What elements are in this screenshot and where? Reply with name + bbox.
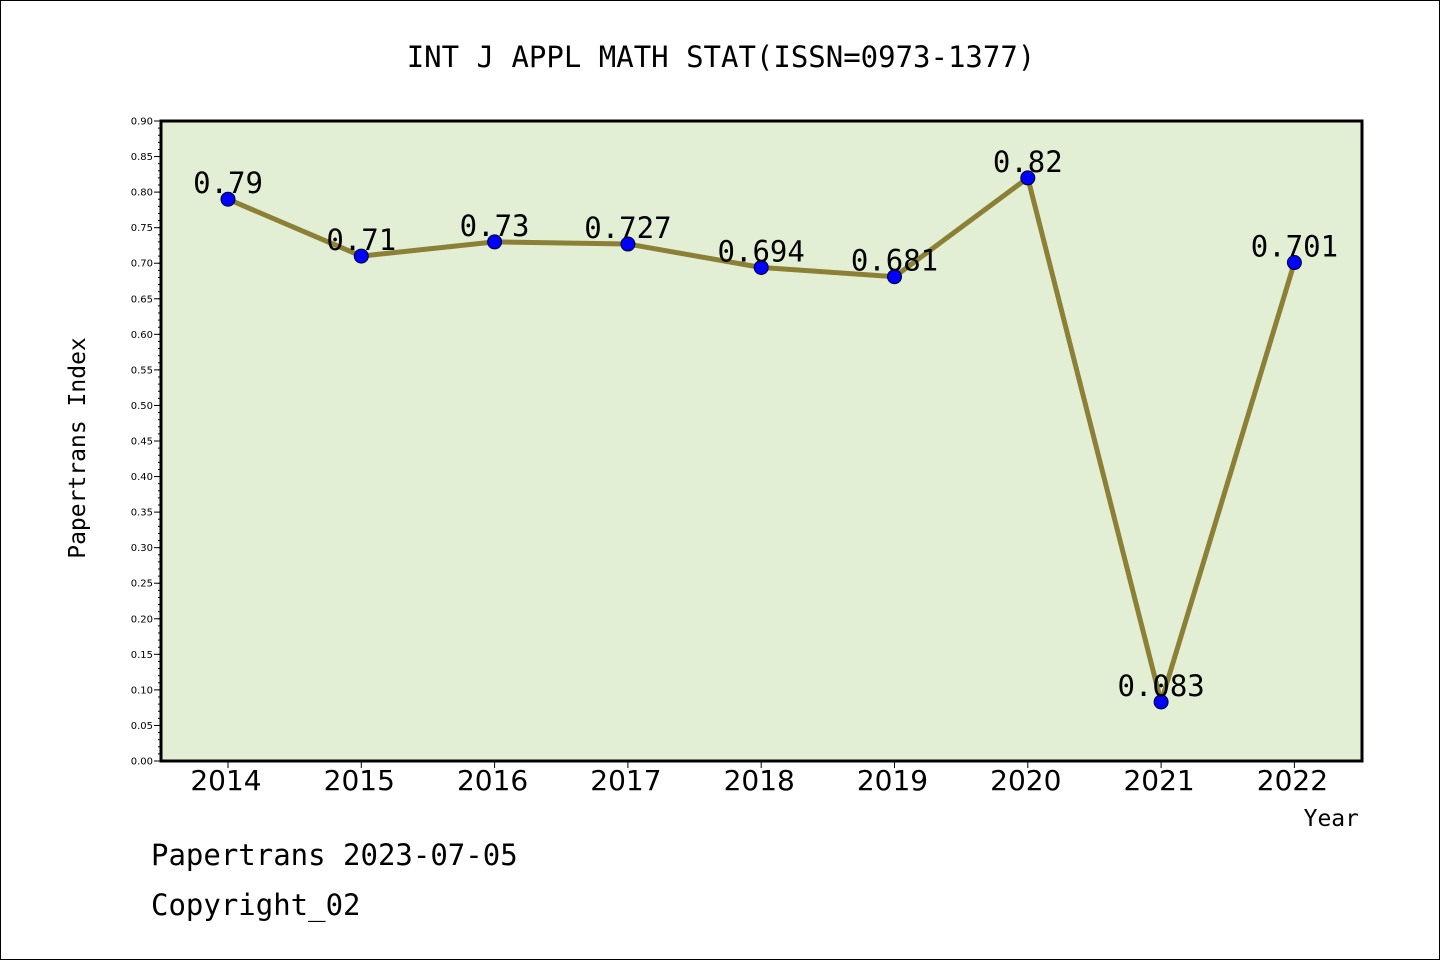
y-tick-label: 0.90 [131,117,153,128]
y-tick-label: 0.15 [131,650,153,661]
data-point [220,191,236,207]
series-group: 0.79 0.71 0.73 0.727 0.694 0.681 0.82 0.083 0.70… [193,145,1338,710]
y-tick-label: 0.45 [131,437,153,448]
x-tick-label: 2017 [590,764,661,797]
plot-area [159,119,1364,763]
data-point [887,269,902,285]
x-tick-label: 2019 [857,764,928,797]
data-point [353,248,369,264]
y-tick-label: 0.25 [131,579,153,590]
y-tick-label: 0.20 [131,614,153,625]
y-tick-label: 0.60 [131,330,153,341]
x-tick-label: 2022 [1257,764,1328,797]
y-tick-label: 0.55 [131,365,153,376]
y-tick-label: 0.10 [131,685,153,696]
y-axis-label: Papertrans Index [65,337,91,559]
y-tick-label: 0.00 [131,757,153,768]
y-tick-label: 0.35 [131,508,153,519]
y-tick-label: 0.50 [131,401,153,412]
y-tick-label: 0.85 [131,152,153,163]
x-tick-label: 2016 [457,764,528,797]
data-point [753,259,769,275]
data-label: 0.71 [326,223,396,257]
y-tick-label: 0.65 [131,294,153,305]
data-label: 0.083 [1117,669,1204,703]
y-tick-label: 0.80 [131,188,153,199]
data-label: 0.73 [460,209,530,243]
data-label: 0.701 [1251,230,1338,264]
x-tick-label: 2018 [724,764,795,797]
data-label: 0.727 [584,211,671,245]
y-tick-label: 0.30 [131,543,153,554]
data-point [620,236,636,252]
x-tick-label: 2020 [990,764,1061,797]
x-tick-label: 2021 [1123,764,1194,797]
y-tick-label: 0.70 [131,259,153,270]
data-label: 0.82 [993,145,1063,179]
chart-title: INT J APPL MATH STAT(ISSN=0973-1377) [407,40,1036,74]
data-label: 0.694 [718,234,805,268]
data-label: 0.79 [193,166,263,200]
x-axis-label: Year [1304,806,1359,832]
data-point [1286,255,1302,271]
data-point [1020,170,1036,186]
y-tick-label: 0.40 [131,472,153,483]
x-tick-label: 2014 [190,764,261,797]
y-axis: 0.00 0.05 0.10 0.15 0.20 0.25 0.30 0.35 0.40 0.45… [131,117,161,768]
y-tick-label: 0.05 [131,721,153,732]
data-point [1153,694,1169,710]
y-tick-label: 0.75 [131,223,153,234]
footer-copyright: Copyright_02 [151,888,361,923]
data-label: 0.681 [851,244,938,278]
x-tick-label: 2015 [324,764,395,797]
data-point [487,234,503,250]
x-axis: 2014 2015 2016 2017 2018 2019 2020 2021 2022 [190,761,1328,797]
footer-date: Papertrans 2023-07-05 [151,838,518,872]
